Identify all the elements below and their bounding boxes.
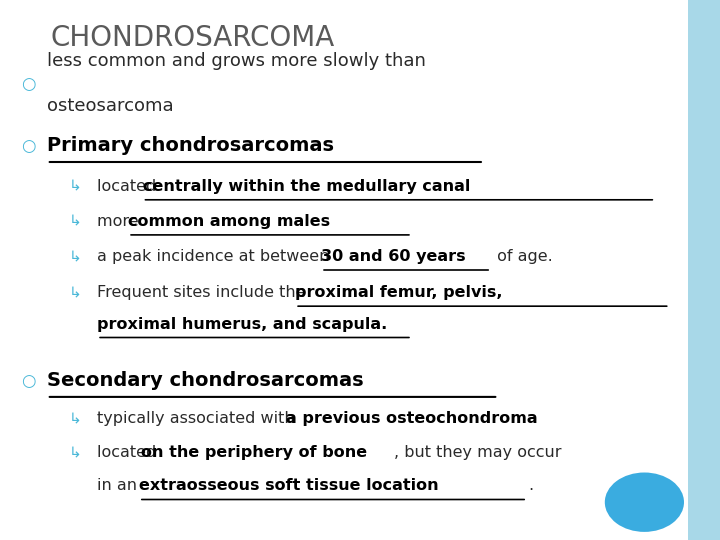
Text: Secondary chondrosarcomas: Secondary chondrosarcomas: [47, 371, 364, 390]
Text: in an: in an: [97, 478, 143, 494]
Text: ○: ○: [22, 372, 36, 390]
Text: osteosarcoma: osteosarcoma: [47, 97, 174, 115]
Text: , but they may occur: , but they may occur: [394, 445, 562, 460]
Text: 30 and 60 years: 30 and 60 years: [321, 249, 466, 264]
Text: ↳: ↳: [69, 285, 82, 300]
Text: proximal femur, pelvis,: proximal femur, pelvis,: [295, 285, 503, 300]
Text: less common and grows more slowly than: less common and grows more slowly than: [47, 52, 426, 70]
Text: a peak incidence at between: a peak incidence at between: [97, 249, 335, 264]
FancyBboxPatch shape: [688, 0, 720, 540]
Text: common among males: common among males: [128, 214, 330, 229]
Text: Primary chondrosarcomas: Primary chondrosarcomas: [47, 136, 334, 156]
Text: located: located: [97, 445, 161, 460]
Text: Frequent sites include the: Frequent sites include the: [97, 285, 311, 300]
Text: typically associated with: typically associated with: [97, 411, 300, 426]
Text: of age.: of age.: [492, 249, 553, 264]
Text: .: .: [528, 478, 534, 494]
Text: extraosseous soft tissue location: extraosseous soft tissue location: [139, 478, 438, 494]
Text: proximal humerus, and scapula.: proximal humerus, and scapula.: [97, 316, 387, 332]
Text: CHONDROSARCOMA: CHONDROSARCOMA: [50, 24, 335, 52]
Text: ○: ○: [22, 75, 36, 93]
Text: ↳: ↳: [69, 214, 82, 229]
Text: centrally within the medullary canal: centrally within the medullary canal: [143, 179, 470, 194]
Text: on the periphery of bone: on the periphery of bone: [141, 445, 367, 460]
Text: ↳: ↳: [69, 249, 82, 264]
Text: ↳: ↳: [69, 411, 82, 426]
Circle shape: [605, 472, 684, 532]
Text: ↳: ↳: [69, 179, 82, 194]
Text: located: located: [97, 179, 161, 194]
Text: ↳: ↳: [69, 445, 82, 460]
Text: more: more: [97, 214, 144, 229]
Text: a previous osteochondroma: a previous osteochondroma: [286, 411, 537, 426]
Text: ○: ○: [22, 137, 36, 155]
